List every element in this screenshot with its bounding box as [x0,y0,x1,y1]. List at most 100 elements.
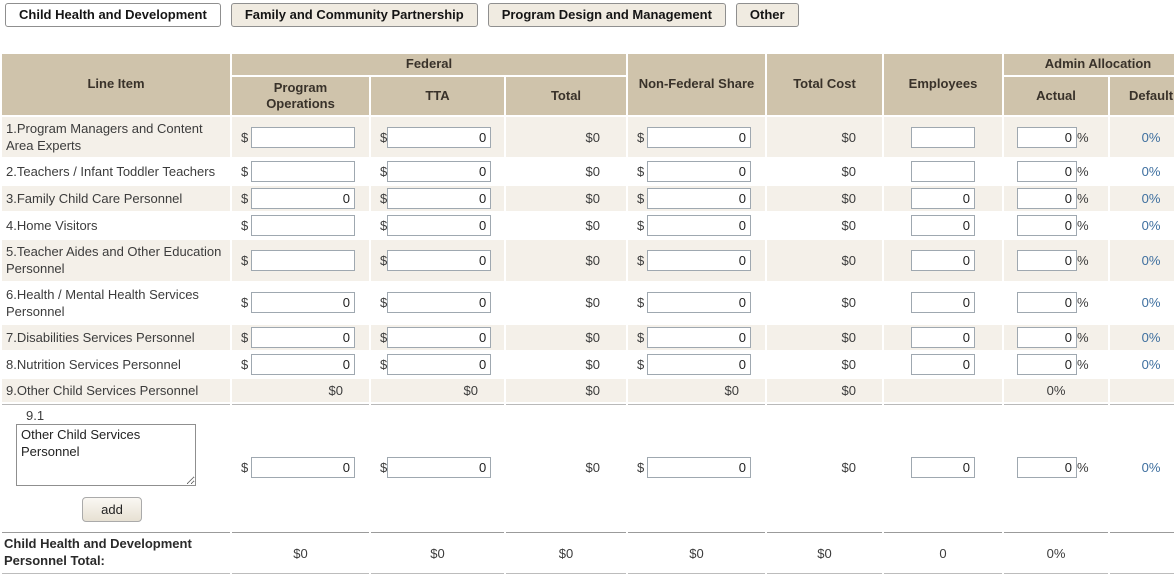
percent-sign: % [1077,191,1089,207]
default-allocation-link[interactable]: 0% [1110,186,1174,212]
sub-non-federal-share-input[interactable] [647,457,751,479]
line-item-label: 2.Teachers / Infant Toddler Teachers [2,159,230,185]
program-operations-input[interactable] [251,292,355,314]
default-allocation-link [1110,378,1174,403]
employees-input[interactable] [911,188,975,210]
employees-input[interactable] [911,161,975,183]
tta-input[interactable] [387,353,492,375]
employees-input[interactable] [911,292,975,314]
tab-bar: Child Health and Development Family and C… [0,0,1174,27]
total-employees-value: 0 [884,532,1002,575]
employees-cell [884,240,1002,281]
header-admin-allocation-group: Admin Allocation [1004,54,1174,75]
dollar-sign: $ [241,129,249,145]
actual-allocation-input[interactable] [1017,215,1077,237]
dollar-sign: $ [637,329,645,345]
total-cost-value: $0 [767,159,882,185]
employees-input[interactable] [911,249,975,271]
default-allocation-link[interactable]: 0% [1110,117,1174,158]
actual-allocation-input[interactable] [1017,126,1077,148]
sub-actual-allocation-input[interactable] [1017,457,1077,479]
dollar-sign: $ [380,329,388,345]
non-federal-share-input[interactable] [647,249,751,271]
actual-allocation-input[interactable] [1017,353,1077,375]
actual-allocation-input[interactable] [1017,249,1077,271]
default-allocation-link[interactable]: 0% [1110,282,1174,323]
actual-allocation-input[interactable] [1017,292,1077,314]
actual-allocation-input[interactable] [1017,188,1077,210]
federal-total-value: $0 [506,117,626,158]
total-non-federal-share-value: $0 [628,532,765,575]
program-operations-input[interactable] [251,188,355,210]
default-allocation-link[interactable]: 0% [1110,351,1174,377]
sub-federal-total-value: $0 [506,404,626,531]
header-non-federal-share: Non-Federal Share [628,54,765,115]
line-item-label: 5.Teacher Aides and Other Education Pers… [2,240,230,281]
program-operations-input[interactable] [251,161,355,183]
dollar-sign: $ [380,460,388,476]
sub-item-description-textarea[interactable]: Other Child Services Personnel [16,424,196,487]
tta-input[interactable] [387,161,492,183]
federal-total-value: $0 [506,378,626,403]
employees-input[interactable] [911,215,975,237]
employees-input[interactable] [911,126,975,148]
non-federal-share-input[interactable] [647,353,751,375]
tta-input[interactable] [387,249,492,271]
default-allocation-link[interactable]: 0% [1110,213,1174,239]
line-item-row: 3.Family Child Care Personnel $ $ $0 $ $0% 0% [2,186,1174,212]
tta-input[interactable] [387,215,492,237]
dollar-sign: $ [637,356,645,372]
dollar-sign: $ [380,356,388,372]
line-item-label: 9.Other Child Services Personnel [2,378,230,403]
sub-employees-input[interactable] [911,457,975,479]
non-federal-share-input[interactable] [647,126,751,148]
total-cost-value: $0 [767,240,882,281]
line-item-row: 8.Nutrition Services Personnel $ $ $0 $ $0% 0% [2,351,1174,377]
default-allocation-link[interactable]: 0% [1110,159,1174,185]
non-federal-share-input[interactable] [647,215,751,237]
default-allocation-link[interactable]: 0% [1110,324,1174,350]
tta-input[interactable] [387,326,492,348]
tab-other[interactable]: Other [735,3,799,27]
non-federal-share-input[interactable] [647,161,751,183]
sub-program-operations-input[interactable] [251,457,355,479]
line-item-label: 4.Home Visitors [2,213,230,239]
actual-allocation-input[interactable] [1017,326,1077,348]
tab-program-design-and-management[interactable]: Program Design and Management [487,3,726,27]
sub-default-allocation-link[interactable]: 0% [1110,404,1174,531]
tab-family-and-community-partnership[interactable]: Family and Community Partnership [230,3,478,27]
tta-input[interactable] [387,126,492,148]
program-operations-input[interactable] [251,215,355,237]
non-federal-share-input[interactable] [647,188,751,210]
tab-child-health-and-development[interactable]: Child Health and Development [5,3,221,27]
percent-sign: % [1077,295,1089,311]
program-operations-input[interactable] [251,126,355,148]
sub-tta-input[interactable] [387,457,492,479]
tta-input[interactable] [387,188,492,210]
default-allocation-link[interactable]: 0% [1110,240,1174,281]
employees-input[interactable] [911,326,975,348]
program-operations-input[interactable] [251,353,355,375]
federal-total-value: $0 [506,351,626,377]
dollar-sign: $ [380,164,388,180]
dollar-sign: $ [637,129,645,145]
header-total-cost: Total Cost [767,54,882,115]
non-federal-share-input[interactable] [647,292,751,314]
non-federal-share-input[interactable] [647,326,751,348]
line-item-label: 6.Health / Mental Health Services Person… [2,282,230,323]
tta-input[interactable] [387,292,492,314]
program-operations-input[interactable] [251,249,355,271]
add-button[interactable]: add [82,497,142,523]
employees-cell [884,117,1002,158]
program-operations-input[interactable] [251,326,355,348]
total-program-operations-value: $0 [232,532,369,575]
dollar-sign: $ [637,252,645,268]
percent-sign: % [1077,218,1089,234]
dollar-sign: $ [637,218,645,234]
sub-item-number: 9.1 [26,408,45,424]
dollar-sign: $ [241,164,249,180]
actual-allocation-input[interactable] [1017,161,1077,183]
add-button-wrap: add [16,497,208,523]
employees-input[interactable] [911,353,975,375]
sub-total-cost-value: $0 [767,404,882,531]
